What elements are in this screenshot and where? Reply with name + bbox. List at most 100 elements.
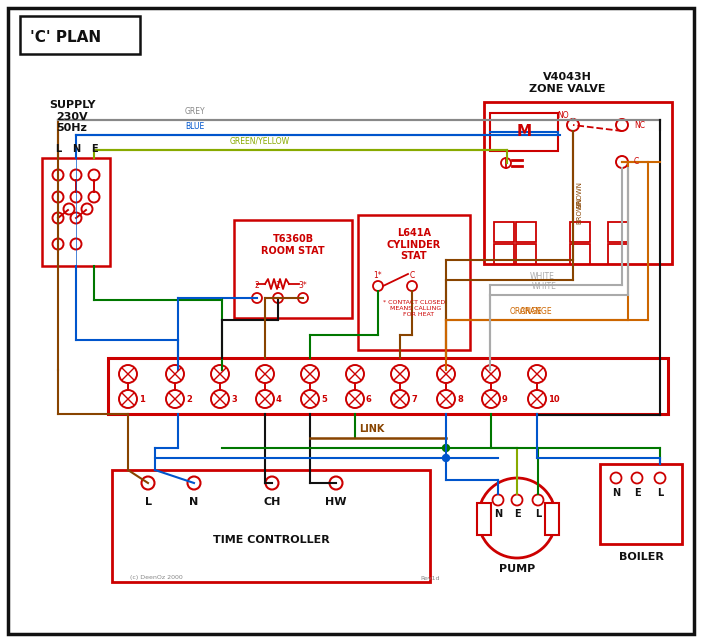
FancyBboxPatch shape (545, 503, 559, 535)
Circle shape (166, 365, 184, 383)
Circle shape (437, 365, 455, 383)
Circle shape (298, 293, 308, 303)
Circle shape (211, 365, 229, 383)
Circle shape (442, 444, 449, 451)
FancyBboxPatch shape (42, 158, 110, 266)
Text: Rev1d: Rev1d (420, 576, 439, 581)
FancyBboxPatch shape (570, 244, 590, 264)
Circle shape (70, 213, 81, 224)
Circle shape (53, 192, 63, 203)
Circle shape (437, 390, 455, 408)
Circle shape (373, 281, 383, 291)
Text: GREY: GREY (185, 107, 206, 116)
Circle shape (70, 169, 81, 181)
Circle shape (256, 390, 274, 408)
FancyBboxPatch shape (570, 222, 590, 242)
Text: TIME CONTROLLER: TIME CONTROLLER (213, 535, 329, 545)
Circle shape (53, 213, 63, 224)
Text: L641A
CYLINDER
STAT: L641A CYLINDER STAT (387, 228, 441, 261)
FancyBboxPatch shape (234, 220, 352, 318)
Circle shape (567, 119, 579, 131)
Text: NO: NO (557, 112, 569, 121)
Text: 8: 8 (457, 394, 463, 403)
FancyBboxPatch shape (8, 8, 694, 634)
Text: E: E (514, 509, 520, 519)
Text: C: C (634, 158, 640, 167)
Text: 5: 5 (321, 394, 327, 403)
FancyBboxPatch shape (477, 503, 491, 535)
Text: E: E (634, 488, 640, 498)
Text: 2: 2 (255, 281, 259, 290)
Text: 1*: 1* (373, 271, 383, 279)
Circle shape (53, 238, 63, 249)
Text: HW: HW (325, 497, 347, 507)
Circle shape (391, 390, 409, 408)
Text: T6360B
ROOM STAT: T6360B ROOM STAT (261, 234, 325, 256)
Text: L: L (145, 497, 152, 507)
Circle shape (211, 390, 229, 408)
Text: 3: 3 (231, 394, 237, 403)
Circle shape (81, 203, 93, 215)
Text: V4043H
ZONE VALVE: V4043H ZONE VALVE (529, 72, 605, 94)
Text: GREEN/YELLOW: GREEN/YELLOW (230, 137, 290, 146)
Circle shape (187, 476, 201, 490)
Circle shape (493, 494, 503, 506)
FancyBboxPatch shape (484, 102, 672, 264)
Circle shape (346, 365, 364, 383)
Circle shape (88, 169, 100, 181)
Text: M: M (517, 124, 531, 140)
Text: BROWN: BROWN (576, 197, 582, 224)
Text: N: N (494, 509, 502, 519)
Circle shape (512, 494, 522, 506)
FancyBboxPatch shape (608, 222, 628, 242)
FancyBboxPatch shape (608, 244, 628, 264)
Text: BROWN: BROWN (576, 181, 582, 208)
FancyBboxPatch shape (494, 222, 514, 242)
Text: 4: 4 (276, 394, 282, 403)
Text: BOILER: BOILER (618, 552, 663, 562)
Text: WHITE: WHITE (532, 282, 557, 291)
Text: N: N (72, 144, 80, 154)
Circle shape (265, 476, 279, 490)
Text: * CONTACT CLOSED
  MEANS CALLING
     FOR HEAT: * CONTACT CLOSED MEANS CALLING FOR HEAT (383, 300, 445, 317)
Text: 'C' PLAN: 'C' PLAN (30, 31, 101, 46)
FancyBboxPatch shape (494, 244, 514, 264)
FancyBboxPatch shape (516, 244, 536, 264)
Circle shape (273, 293, 283, 303)
Text: L: L (535, 509, 541, 519)
FancyBboxPatch shape (108, 358, 668, 414)
Text: SUPPLY
230V
50Hz: SUPPLY 230V 50Hz (48, 100, 95, 133)
Text: BLUE: BLUE (185, 122, 204, 131)
Circle shape (88, 192, 100, 203)
FancyBboxPatch shape (490, 113, 558, 151)
Text: N: N (612, 488, 620, 498)
Text: 10: 10 (548, 394, 559, 403)
Text: LINK: LINK (359, 424, 385, 434)
FancyBboxPatch shape (600, 464, 682, 544)
Circle shape (119, 390, 137, 408)
Circle shape (501, 158, 511, 168)
Text: C: C (409, 271, 415, 279)
Circle shape (442, 454, 449, 462)
FancyBboxPatch shape (112, 470, 430, 582)
Text: L: L (55, 144, 61, 154)
Text: 9: 9 (502, 394, 508, 403)
FancyBboxPatch shape (516, 222, 536, 242)
Text: 1: 1 (276, 281, 280, 290)
Circle shape (654, 472, 665, 483)
Circle shape (252, 293, 262, 303)
Circle shape (616, 119, 628, 131)
Text: 6: 6 (366, 394, 372, 403)
Circle shape (63, 203, 74, 215)
Circle shape (533, 494, 543, 506)
Text: ORANGE: ORANGE (510, 307, 543, 316)
Circle shape (301, 365, 319, 383)
Circle shape (256, 365, 274, 383)
Circle shape (346, 390, 364, 408)
Circle shape (616, 156, 628, 168)
Circle shape (611, 472, 621, 483)
Circle shape (329, 476, 343, 490)
Circle shape (482, 365, 500, 383)
Circle shape (528, 390, 546, 408)
Circle shape (301, 390, 319, 408)
